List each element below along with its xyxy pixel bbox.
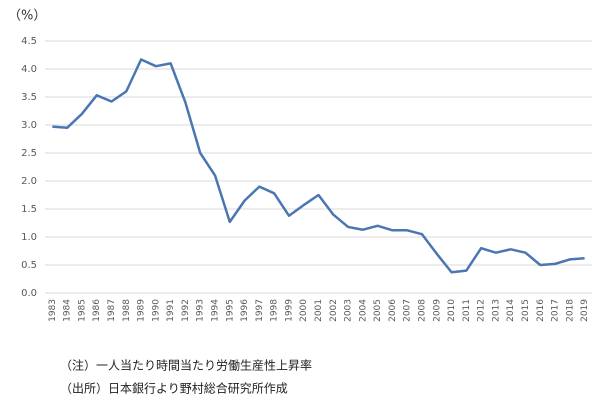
x-tick-label: 1992 xyxy=(181,299,191,322)
x-tick-label: 2001 xyxy=(314,299,324,322)
x-tick-label: 1984 xyxy=(63,299,73,322)
x-tick-label: 1994 xyxy=(211,299,221,322)
y-tick-label: 0.0 xyxy=(21,288,37,299)
y-axis-label: （%） xyxy=(8,9,46,24)
x-tick-label: 1983 xyxy=(48,299,58,322)
x-tick-label: 2019 xyxy=(580,299,590,322)
y-tick-label: 2.0 xyxy=(21,176,37,187)
y-tick-label: 1.5 xyxy=(21,204,37,215)
x-tick-label: 2009 xyxy=(432,299,442,322)
x-tick-label: 2004 xyxy=(358,299,368,322)
y-tick-label: 0.5 xyxy=(21,260,37,271)
x-tick-label: 1988 xyxy=(122,299,132,322)
x-tick-label: 1991 xyxy=(166,299,176,322)
x-tick-label: 1986 xyxy=(92,299,102,322)
x-tick-label: 2011 xyxy=(462,299,472,322)
x-tick-label: 1987 xyxy=(107,299,117,322)
note: （注）一人当たり時間当たり労働生産性上昇率 xyxy=(60,358,312,373)
x-tick-label: 2002 xyxy=(329,299,339,322)
x-tick-label: 1993 xyxy=(196,299,206,322)
x-tick-label: 2003 xyxy=(344,299,354,322)
x-tick-label: 2008 xyxy=(417,299,427,322)
x-tick-label: 2013 xyxy=(491,299,501,322)
x-tick-label: 2006 xyxy=(388,299,398,322)
x-tick-label: 2017 xyxy=(551,299,561,322)
x-tick-label: 2005 xyxy=(373,299,383,322)
note: （出所）日本銀行より野村総合研究所作成 xyxy=(60,381,288,396)
x-tick-label: 2014 xyxy=(506,299,516,322)
x-tick-label: 2015 xyxy=(521,299,531,322)
line xyxy=(52,58,585,274)
x-tick-label: 1990 xyxy=(151,299,161,322)
y-tick-label: 1.0 xyxy=(21,232,37,243)
x-tick-label: 1999 xyxy=(284,299,294,322)
x-tick-label: 2016 xyxy=(536,299,546,322)
x-tick-label: 1997 xyxy=(255,299,265,322)
x-tick-label: 2000 xyxy=(299,299,309,322)
x-tick-label: 2007 xyxy=(403,299,413,322)
y-tick-label: 4.5 xyxy=(21,36,37,47)
y-tick-label: 2.5 xyxy=(21,148,37,159)
x-tick-label: 2018 xyxy=(565,299,575,322)
x-tick-label: 1998 xyxy=(270,299,280,322)
x-tick-label: 2012 xyxy=(477,299,487,322)
x-tick-label: 1985 xyxy=(77,299,87,322)
x-tick-label: 2010 xyxy=(447,299,457,322)
x-tick-label: 1995 xyxy=(225,299,235,322)
y-tick-label: 3.5 xyxy=(21,92,37,103)
x-tick-label: 1996 xyxy=(240,299,250,322)
y-tick-label: 3.0 xyxy=(21,120,37,131)
y-tick-label: 4.0 xyxy=(21,64,37,75)
x-tick-label: 1989 xyxy=(137,299,147,322)
